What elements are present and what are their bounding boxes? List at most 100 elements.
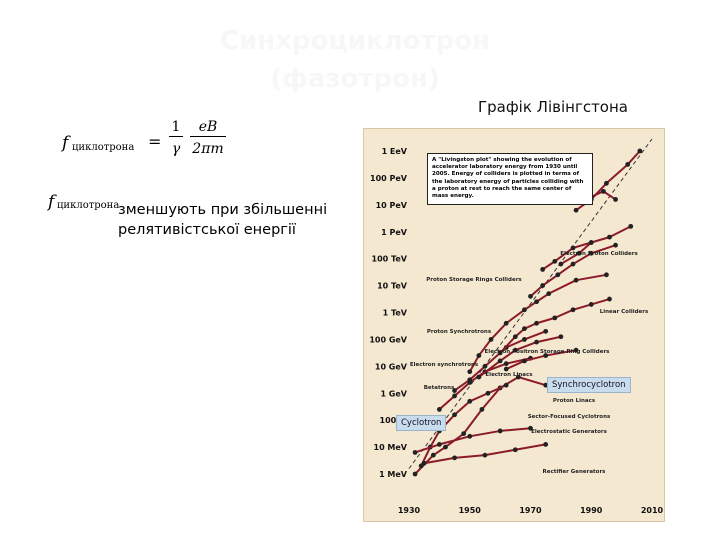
formula2-symbol: f bbox=[48, 192, 55, 212]
y-tick-label: 10 MeV bbox=[374, 443, 408, 452]
data-point bbox=[497, 350, 503, 356]
data-point bbox=[522, 326, 527, 332]
data-point bbox=[604, 272, 609, 278]
category-label: Proton Storage Rings Colliders bbox=[426, 277, 522, 283]
data-point bbox=[452, 412, 457, 418]
data-point bbox=[452, 455, 457, 461]
data-point bbox=[576, 250, 582, 256]
data-point bbox=[588, 240, 594, 245]
data-point bbox=[628, 223, 634, 229]
data-point bbox=[512, 447, 518, 453]
category-label: Electron Positron Storage Ring Colliders bbox=[485, 349, 611, 355]
data-point bbox=[534, 320, 539, 326]
data-point bbox=[543, 382, 549, 388]
plot-note: A "Livingston plot" showing the evolutio… bbox=[427, 153, 593, 205]
formula-fraction-eb: eB 2πm bbox=[190, 118, 226, 158]
x-tick-label: 2010 bbox=[641, 506, 664, 515]
data-point bbox=[482, 452, 488, 458]
category-label: Proton Linacs bbox=[553, 398, 596, 404]
category-label: Proton Synchrotrons bbox=[427, 329, 492, 335]
category-label: Electron synchrotrons bbox=[410, 362, 479, 368]
data-point bbox=[503, 361, 509, 367]
data-point bbox=[570, 245, 576, 251]
data-point bbox=[552, 315, 558, 321]
data-point bbox=[412, 450, 418, 455]
series-line bbox=[499, 298, 611, 354]
data-point bbox=[522, 337, 527, 342]
category-label: Sector-Focused Cyclotrons bbox=[528, 414, 611, 420]
y-tick-label: 1 TeV bbox=[383, 309, 408, 318]
data-point bbox=[452, 388, 457, 393]
category-label: Rectifier Generators bbox=[543, 469, 607, 475]
x-tick-label: 1990 bbox=[580, 506, 603, 515]
data-point bbox=[588, 250, 594, 256]
y-tick-label: 10 PeV bbox=[376, 201, 408, 210]
fraction2-numerator: eB bbox=[198, 119, 218, 135]
data-point bbox=[534, 299, 539, 305]
data-point bbox=[522, 307, 527, 313]
data-point bbox=[540, 267, 546, 272]
data-point bbox=[607, 234, 612, 240]
data-point bbox=[613, 197, 618, 202]
data-point bbox=[503, 366, 509, 372]
y-tick-label: 100 TeV bbox=[372, 255, 408, 264]
formula-equals: = bbox=[148, 132, 162, 151]
y-tick-label: 100 GeV bbox=[369, 335, 407, 344]
formula-subscript: циклотрона bbox=[72, 142, 135, 153]
series-line bbox=[541, 241, 593, 271]
data-point bbox=[436, 407, 442, 412]
fraction1-numerator: 1 bbox=[171, 119, 181, 135]
data-point bbox=[607, 296, 612, 302]
y-tick-label: 1 PeV bbox=[381, 228, 408, 237]
x-tick-label: 1970 bbox=[519, 506, 542, 515]
data-point bbox=[522, 358, 527, 364]
data-point bbox=[534, 339, 539, 345]
data-point bbox=[570, 307, 576, 313]
category-label: Linear Colliders bbox=[600, 309, 649, 315]
formula2-subscript: циклотрона bbox=[57, 200, 120, 211]
data-point bbox=[570, 261, 576, 267]
y-tick-label: 10 GeV bbox=[375, 362, 408, 371]
series-line bbox=[453, 330, 547, 392]
data-point bbox=[573, 207, 579, 213]
data-point bbox=[479, 407, 485, 412]
data-point bbox=[558, 334, 564, 340]
category-label: Electron Proton Colliders bbox=[560, 251, 638, 257]
data-point bbox=[625, 162, 631, 167]
data-point bbox=[421, 460, 427, 466]
y-tick-label: 10 TeV bbox=[377, 282, 408, 291]
x-tick-label: 1930 bbox=[398, 506, 421, 515]
data-point bbox=[497, 428, 503, 434]
graph-title: Графік Лівінгстона bbox=[478, 98, 628, 116]
fraction2-denominator: 2πm bbox=[190, 136, 226, 158]
livingston-plot: 1 EeV 100 PeV 10 PeV 1 PeV 100 TeV 10 TeV 1 Te… bbox=[363, 128, 665, 522]
data-point bbox=[512, 347, 518, 353]
y-tick-label: 100 PeV bbox=[370, 174, 408, 183]
series-line bbox=[559, 225, 632, 266]
data-point bbox=[430, 452, 436, 458]
data-point bbox=[467, 377, 473, 383]
cyclotron-label: Cyclotron bbox=[396, 415, 447, 431]
data-point bbox=[467, 369, 473, 375]
data-point bbox=[515, 374, 521, 380]
data-point bbox=[436, 441, 442, 447]
data-point bbox=[412, 471, 418, 477]
y-tick-label: 1 GeV bbox=[380, 389, 407, 398]
data-point bbox=[588, 302, 594, 307]
trend-line bbox=[408, 138, 653, 469]
category-label: Electrostatic Generators bbox=[531, 429, 607, 435]
formula-fraction-gamma: 1 γ bbox=[169, 118, 183, 158]
slide-title-line1: Синхроциклотрон bbox=[219, 26, 491, 56]
data-point bbox=[613, 242, 618, 248]
description-line2: релятивістської енергії bbox=[118, 222, 296, 238]
data-point bbox=[528, 425, 533, 431]
slide-title: Синхроциклотрон (фазотрон) bbox=[150, 22, 560, 98]
data-point bbox=[497, 358, 503, 364]
data-point bbox=[573, 277, 579, 283]
data-point bbox=[482, 363, 488, 369]
data-point bbox=[543, 441, 549, 447]
data-point bbox=[443, 444, 448, 450]
x-tick-label: 1950 bbox=[459, 506, 482, 515]
data-point bbox=[488, 337, 494, 342]
cyclotron-frequency-formula: f циклотрона = 1 γ eB 2πm bbox=[62, 118, 242, 170]
